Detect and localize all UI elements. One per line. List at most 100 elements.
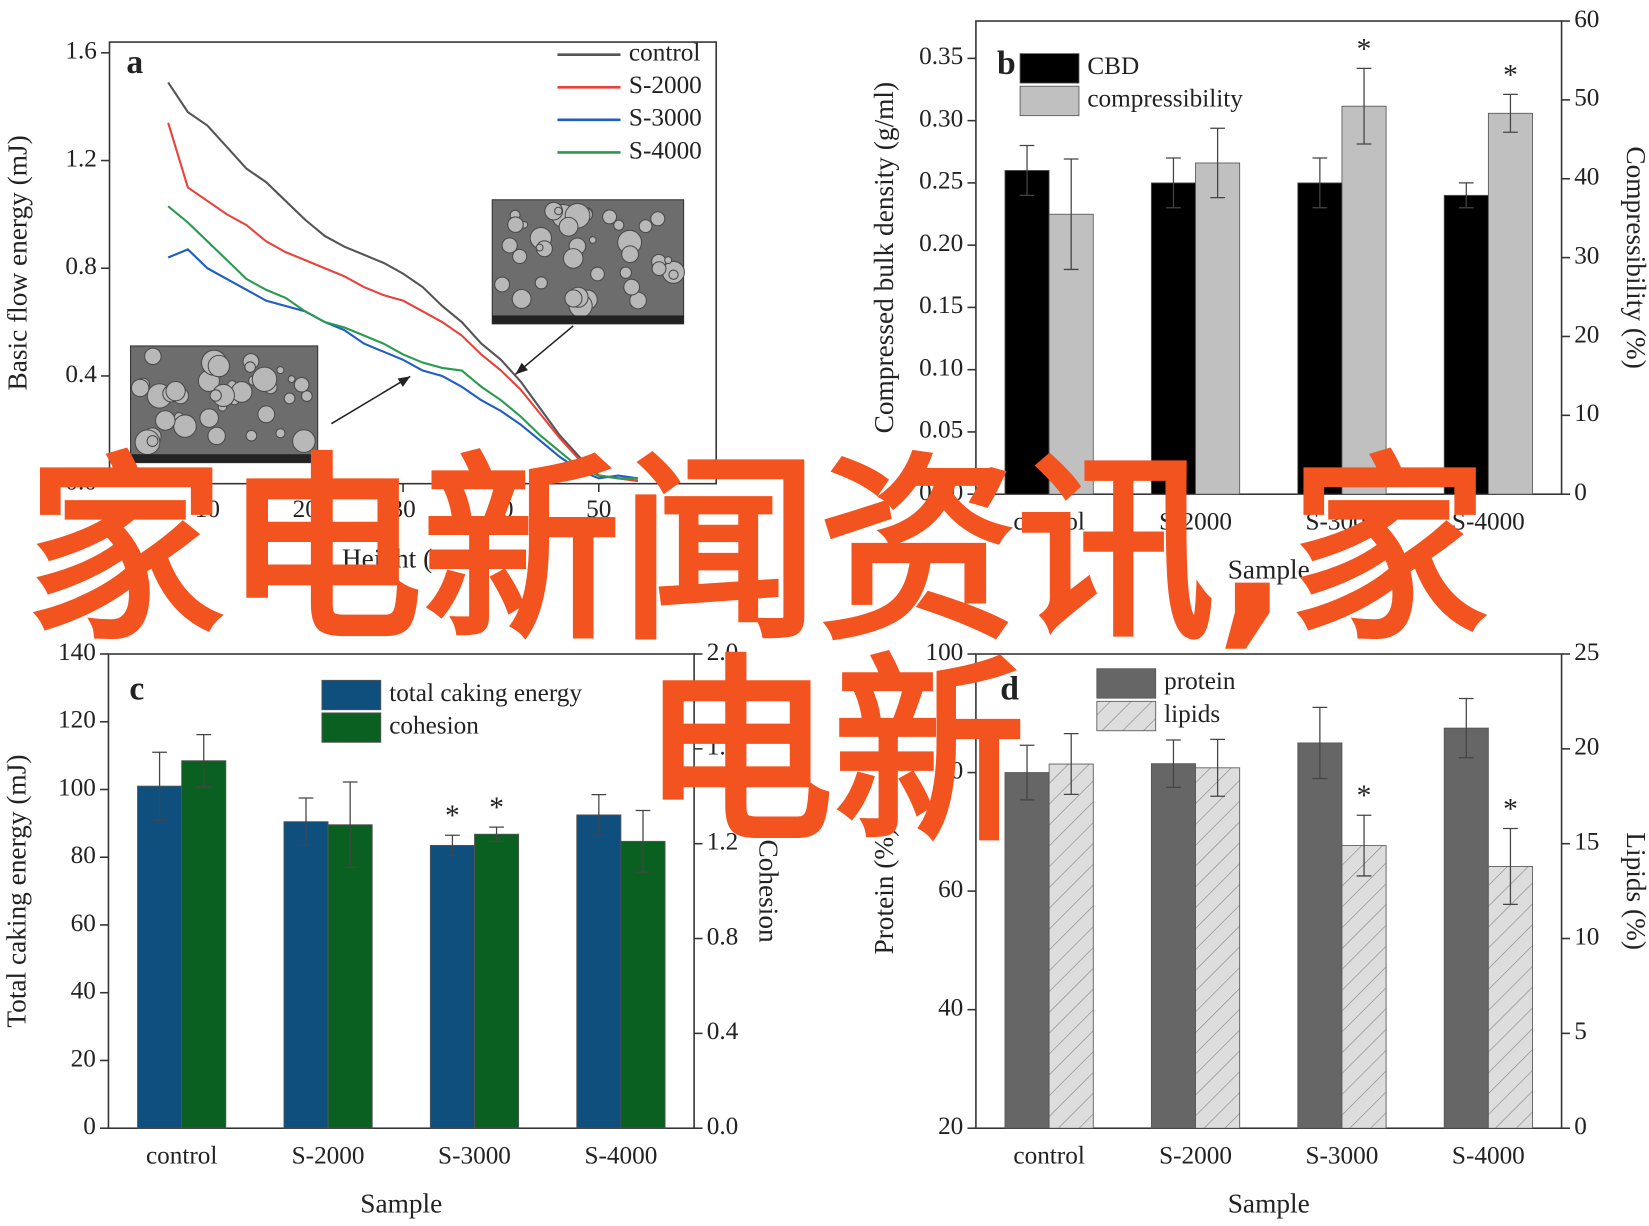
significance-mark: * [1503, 59, 1518, 91]
bar [1341, 105, 1387, 495]
y-axis-title: Total caking energy (mJ) [1, 755, 31, 1028]
legend-swatch [1096, 668, 1157, 699]
legend-label: control [629, 39, 700, 66]
y2-tick-label: 0 [1574, 479, 1587, 506]
legend-label: cohesion [389, 712, 479, 739]
particle [621, 245, 640, 264]
particle [165, 380, 186, 402]
particle [558, 216, 579, 237]
legend-label: S-3000 [629, 105, 702, 132]
error-bar [1503, 827, 1518, 906]
x-axis-title: Sample [1228, 1188, 1310, 1218]
bar [283, 821, 329, 1129]
particle [173, 414, 197, 438]
particle [146, 435, 159, 447]
x-tick-label: 20 [293, 496, 318, 523]
x-tick-label: control [1013, 508, 1084, 535]
y-tick-label: 60 [938, 876, 963, 903]
particle [283, 392, 296, 405]
bar [327, 824, 373, 1129]
x-tick-label: S-2000 [1159, 508, 1232, 535]
particle [275, 428, 286, 439]
x-axis-title: Sample [1228, 554, 1310, 584]
error-bar [1166, 739, 1181, 789]
legend-label: protein [1164, 668, 1236, 695]
y2-tick-label: 1.6 [707, 734, 739, 761]
x-tick-label: 40 [488, 496, 513, 523]
y2-tick-label: 10 [1574, 923, 1599, 950]
y-tick-label: 0.00 [919, 479, 963, 506]
significance-mark: * [1357, 33, 1372, 65]
particle [144, 347, 162, 366]
y-tick-label: 0.10 [919, 354, 963, 381]
y2-tick-label: 0 [1574, 1113, 1587, 1140]
x-tick-label: control [146, 1142, 217, 1169]
particle [494, 276, 511, 293]
error-bar [1063, 733, 1079, 796]
particle [251, 366, 278, 393]
y-tick-label: 0.8 [65, 253, 97, 280]
x-tick-label: S-3000 [1306, 1142, 1379, 1169]
panel-label: a [126, 44, 143, 81]
error-bar [1063, 158, 1079, 271]
particle [199, 408, 219, 428]
bar [181, 760, 227, 1129]
bar [474, 833, 520, 1129]
bar [1150, 763, 1196, 1129]
legend-label: lipids [1164, 701, 1220, 728]
y-axis-title: Compressed bulk density (g/ml) [869, 82, 899, 433]
arrow-head [515, 362, 528, 375]
y2-tick-label: 0.8 [707, 923, 739, 950]
bar [1297, 182, 1343, 495]
y-tick-label: 100 [58, 774, 96, 801]
y-tick-label: 20 [71, 1045, 96, 1072]
significance-mark: * [489, 792, 504, 824]
y-tick-label: 0 [83, 1113, 96, 1140]
particle [293, 376, 310, 393]
y2-tick-label: 2.0 [707, 639, 739, 666]
error-bar [1019, 744, 1035, 801]
error-bar [342, 781, 358, 869]
x-tick-label: S-4000 [1452, 1142, 1525, 1169]
particle [300, 390, 313, 402]
particle [668, 269, 679, 280]
particle [257, 405, 276, 424]
y2-axis-title: Cohesion [753, 839, 783, 943]
particle [588, 236, 597, 244]
particle [650, 211, 666, 227]
legend-swatch [321, 712, 382, 743]
y2-axis-title: Compressibility (%) [1621, 146, 1649, 368]
legend-swatch [1096, 700, 1157, 732]
plot-frame [107, 653, 695, 1130]
legend-swatch [1019, 53, 1080, 84]
y-tick-label: 100 [925, 639, 963, 666]
error-bar [1312, 157, 1328, 209]
particle [207, 354, 231, 378]
significance-mark: * [1503, 793, 1518, 825]
particle [292, 429, 316, 453]
legend-swatch [1019, 85, 1080, 117]
particle [507, 216, 524, 233]
y2-tick-label: 60 [1574, 6, 1599, 33]
y2-axis-title: Lipids (%) [1621, 832, 1649, 950]
y-tick-label: 20 [938, 1113, 963, 1140]
bar [620, 840, 666, 1129]
inset-caption [492, 315, 684, 324]
particle [562, 248, 584, 269]
particle [287, 375, 296, 384]
error-bar [445, 834, 460, 857]
y-tick-label: 0.30 [919, 105, 963, 132]
x-tick-label: control [1013, 1142, 1084, 1169]
panel-label: c [129, 671, 144, 708]
y2-tick-label: 0.4 [707, 1018, 739, 1045]
y-tick-label: 1.2 [65, 145, 97, 172]
particle [590, 266, 605, 282]
y2-tick-label: 30 [1574, 242, 1599, 269]
y2-tick-label: 10 [1574, 400, 1599, 427]
series-line [167, 122, 639, 482]
y-tick-label: 0.35 [919, 43, 963, 70]
error-bar [1503, 93, 1518, 133]
x-axis-title: Sample [360, 1188, 442, 1218]
x-tick-label: S-3000 [438, 1142, 511, 1169]
